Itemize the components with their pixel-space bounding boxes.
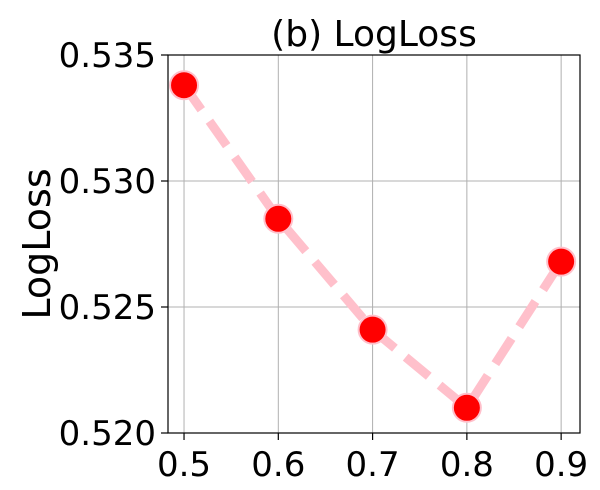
x-tick-label: 0.7 — [346, 445, 400, 485]
y-tick-label: 0.530 — [59, 162, 156, 202]
y-tick-label: 0.525 — [59, 288, 156, 328]
plot-area-frame — [167, 54, 581, 434]
x-tick-label: 0.6 — [251, 445, 305, 485]
axis-ticks: 0.5 0.6 0.7 0.8 0.9 0.520 0.525 0.530 0.535 — [59, 36, 589, 485]
chart-title: (b) LogLoss — [271, 14, 477, 55]
x-tick-label: 0.9 — [534, 445, 588, 485]
y-axis-label: LogLoss — [15, 168, 59, 319]
x-tick-label: 0.5 — [157, 445, 211, 485]
series-layer — [169, 70, 577, 423]
data-point-marker — [169, 70, 200, 101]
data-point-marker — [546, 246, 577, 277]
data-point-marker — [357, 314, 388, 345]
y-tick-label: 0.520 — [59, 414, 156, 454]
grid — [168, 54, 580, 434]
x-tick-label: 0.8 — [440, 445, 494, 485]
data-point-marker — [451, 392, 482, 423]
y-tick-label: 0.535 — [59, 36, 156, 76]
data-point-marker — [263, 203, 294, 234]
